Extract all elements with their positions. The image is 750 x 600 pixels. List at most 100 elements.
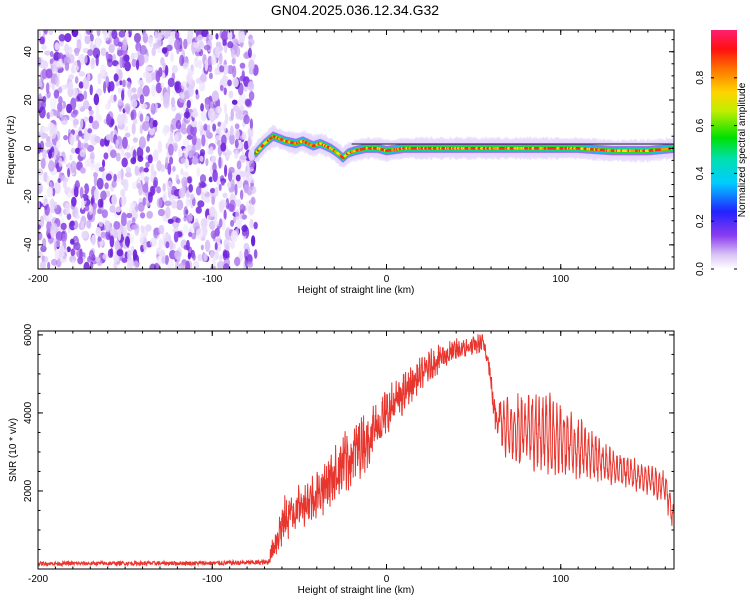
noise-blob (139, 113, 144, 122)
noise-blob (243, 114, 250, 125)
noise-blob (114, 240, 120, 252)
noise-blob (191, 133, 197, 146)
noise-blob (101, 159, 106, 168)
noise-blob (243, 183, 249, 194)
noise-blob (203, 123, 208, 131)
noise-blob (248, 47, 252, 59)
snr-x-tick-label: -200 (28, 574, 48, 585)
noise-blob (50, 229, 56, 239)
noise-blob (53, 110, 61, 117)
noise-blob (42, 237, 47, 249)
noise-blob (234, 183, 238, 196)
noise-blob (204, 138, 209, 148)
spectrogram-y-tick-label: -40 (23, 237, 34, 252)
noise-blob (247, 135, 252, 148)
noise-blob (100, 190, 107, 201)
noise-blob (84, 159, 90, 168)
noise-blob (57, 52, 64, 59)
noise-blob (105, 76, 110, 88)
noise-blob (169, 240, 174, 250)
noise-blob (130, 87, 137, 93)
noise-blob (68, 46, 73, 55)
noise-blob (111, 179, 117, 188)
noise-blob (218, 52, 223, 65)
noise-blob (174, 133, 179, 143)
noise-blob (230, 49, 235, 59)
noise-blob (73, 186, 79, 198)
noise-blob (156, 186, 161, 194)
noise-blob (214, 227, 220, 237)
noise-blob (100, 47, 107, 57)
spectrogram-plot-area (38, 30, 674, 269)
noise-blob (125, 166, 132, 175)
noise-blob (150, 163, 155, 176)
noise-blob (163, 91, 170, 105)
noise-blob (40, 158, 46, 170)
spectrogram-x-tick-label: -100 (202, 274, 222, 285)
noise-blob (171, 64, 178, 74)
noise-blob (235, 209, 240, 221)
noise-blob (212, 123, 217, 132)
noise-blob (125, 32, 130, 38)
colorbar: 0.0 0.2 0.4 0.6 0.8 Normalized spectral ampl… (695, 30, 748, 276)
noise-blob (107, 248, 113, 258)
noise-blob (193, 42, 199, 49)
noise-blob (64, 32, 72, 43)
noise-blob (234, 123, 240, 130)
noise-blob (132, 52, 139, 58)
noise-blob (111, 30, 118, 40)
noise-blob (247, 127, 254, 137)
noise-blob (50, 123, 56, 136)
noise-blob (152, 42, 159, 50)
noise-blob (229, 199, 236, 213)
noise-blob (156, 247, 161, 255)
noise-blob (239, 134, 247, 140)
noise-blob (52, 60, 60, 72)
noise-blob (64, 62, 70, 71)
noise-blob (197, 200, 205, 208)
noise-blob (82, 76, 90, 90)
noise-blob (196, 167, 201, 177)
noise-blob (71, 259, 75, 268)
spectrogram-x-tick-label: 0 (384, 274, 390, 285)
noise-blob (109, 81, 115, 92)
noise-blob (38, 106, 46, 119)
noise-blob (143, 176, 150, 182)
noise-blob (160, 82, 165, 89)
spectrogram-y-tick-label: 20 (23, 94, 34, 106)
noise-blob (78, 71, 86, 77)
noise-blob (205, 128, 210, 137)
noise-blob (62, 180, 67, 189)
noise-blob (198, 181, 206, 189)
noise-blob (241, 225, 248, 233)
noise-blob (149, 127, 155, 136)
noise-blob (135, 59, 140, 71)
noise-blob (154, 30, 159, 44)
noise-blob (191, 232, 197, 240)
noise-blob (80, 220, 85, 229)
noise-blob (137, 79, 143, 85)
noise-blob (199, 155, 204, 162)
noise-blob (201, 30, 209, 38)
noise-blob (47, 261, 51, 269)
noise-blob (247, 261, 254, 268)
noise-blob (131, 93, 139, 101)
noise-blob (64, 202, 71, 215)
noise-blob (186, 99, 191, 109)
noise-blob (191, 156, 199, 165)
noise-blob (235, 108, 242, 119)
noise-blob (121, 157, 128, 168)
noise-blob (46, 112, 51, 120)
noise-blob (216, 261, 225, 269)
noise-blob (235, 220, 243, 229)
noise-blob (189, 193, 195, 200)
noise-blob (50, 97, 57, 110)
noise-blob (221, 75, 229, 87)
noise-blob (169, 52, 175, 62)
noise-blob (117, 87, 122, 94)
noise-blob (186, 134, 193, 140)
noise-blob (195, 89, 199, 95)
noise-blob (155, 82, 163, 94)
noise-blob (162, 183, 166, 192)
noise-blob (186, 124, 194, 136)
